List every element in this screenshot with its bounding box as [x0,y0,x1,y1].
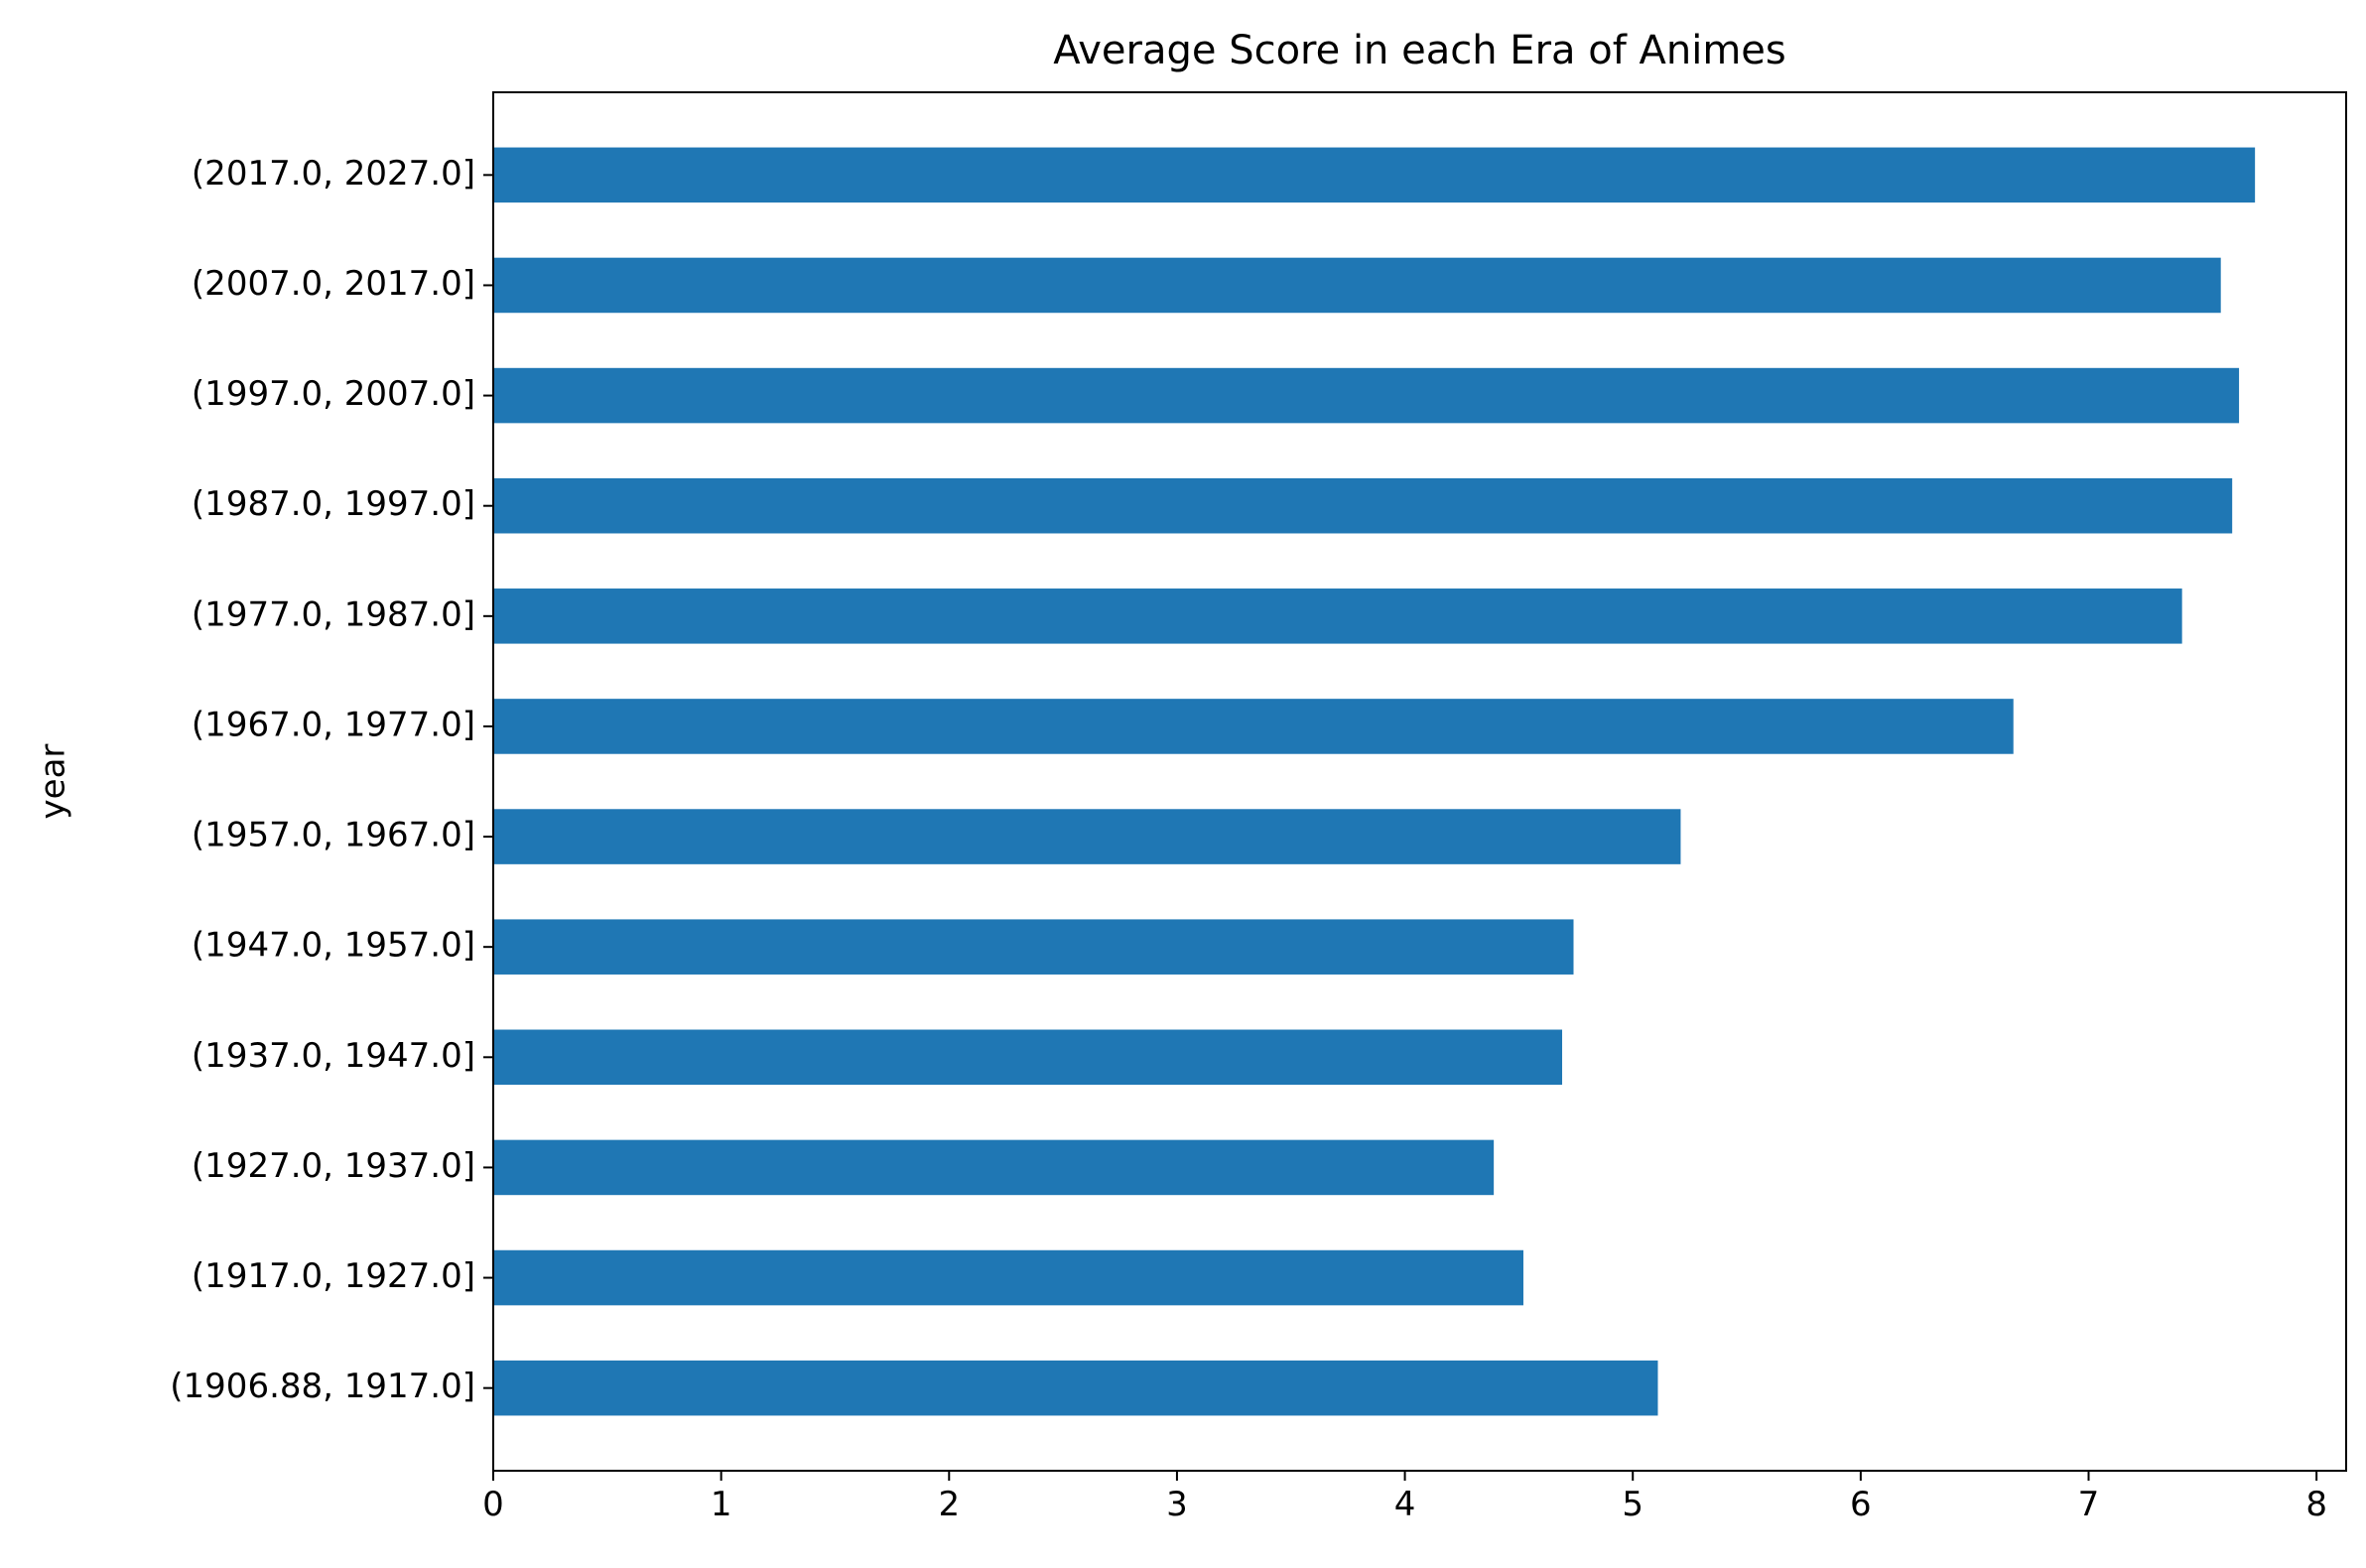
x-tick-label-1: 1 [711,1485,732,1524]
x-tick-label-7: 7 [2078,1485,2100,1524]
bar-1 [493,1249,1523,1306]
x-tick-label-6: 6 [1850,1485,1872,1524]
bar-0 [493,1360,1658,1416]
y-tick-label-0: (1906.88, 1917.0] [170,1367,475,1406]
bar-4 [493,919,1574,975]
y-tick-label-5: (1957.0, 1967.0] [192,816,475,855]
chart-title: Average Score in each Era of Animes [1053,28,1786,73]
x-tick-label-3: 3 [1166,1485,1188,1524]
y-tick-label-11: (2017.0, 2027.0] [192,154,475,194]
bar-8 [493,477,2233,534]
x-tick-label-0: 0 [482,1485,504,1524]
x-tick-label-5: 5 [1622,1485,1643,1524]
bar-2 [493,1139,1495,1196]
bar-7 [493,588,2182,644]
bar-5 [493,809,1681,864]
bar-3 [493,1029,1563,1086]
bar-6 [493,699,2014,754]
x-tick-label-4: 4 [1394,1485,1416,1524]
bars-group [493,147,2256,1416]
bar-11 [493,147,2256,203]
x-tick-label-2: 2 [938,1485,960,1524]
plot-frame [492,91,2347,1472]
y-axis-label: year [34,744,73,820]
y-axis-ticks: (1906.88, 1917.0] (1917.0, 1927.0] (1927.0… [170,154,493,1406]
y-tick-label-10: (2007.0, 2017.0] [192,264,475,304]
y-tick-label-8: (1987.0, 1997.0] [192,484,475,524]
y-tick-label-9: (1997.0, 2007.0] [192,374,475,414]
x-tick-label-8: 8 [2305,1485,2327,1524]
y-tick-label-4: (1947.0, 1957.0] [192,926,475,966]
y-tick-label-1: (1917.0, 1927.0] [192,1256,475,1296]
y-tick-label-2: (1927.0, 1937.0] [192,1146,475,1186]
y-tick-label-3: (1937.0, 1947.0] [192,1036,475,1076]
bar-10 [493,257,2221,314]
y-tick-label-7: (1977.0, 1987.0] [192,594,475,634]
y-tick-label-6: (1967.0, 1977.0] [192,705,475,744]
bar-9 [493,367,2240,424]
x-axis-ticks: 0 1 2 3 4 5 6 7 8 [482,1471,2327,1524]
